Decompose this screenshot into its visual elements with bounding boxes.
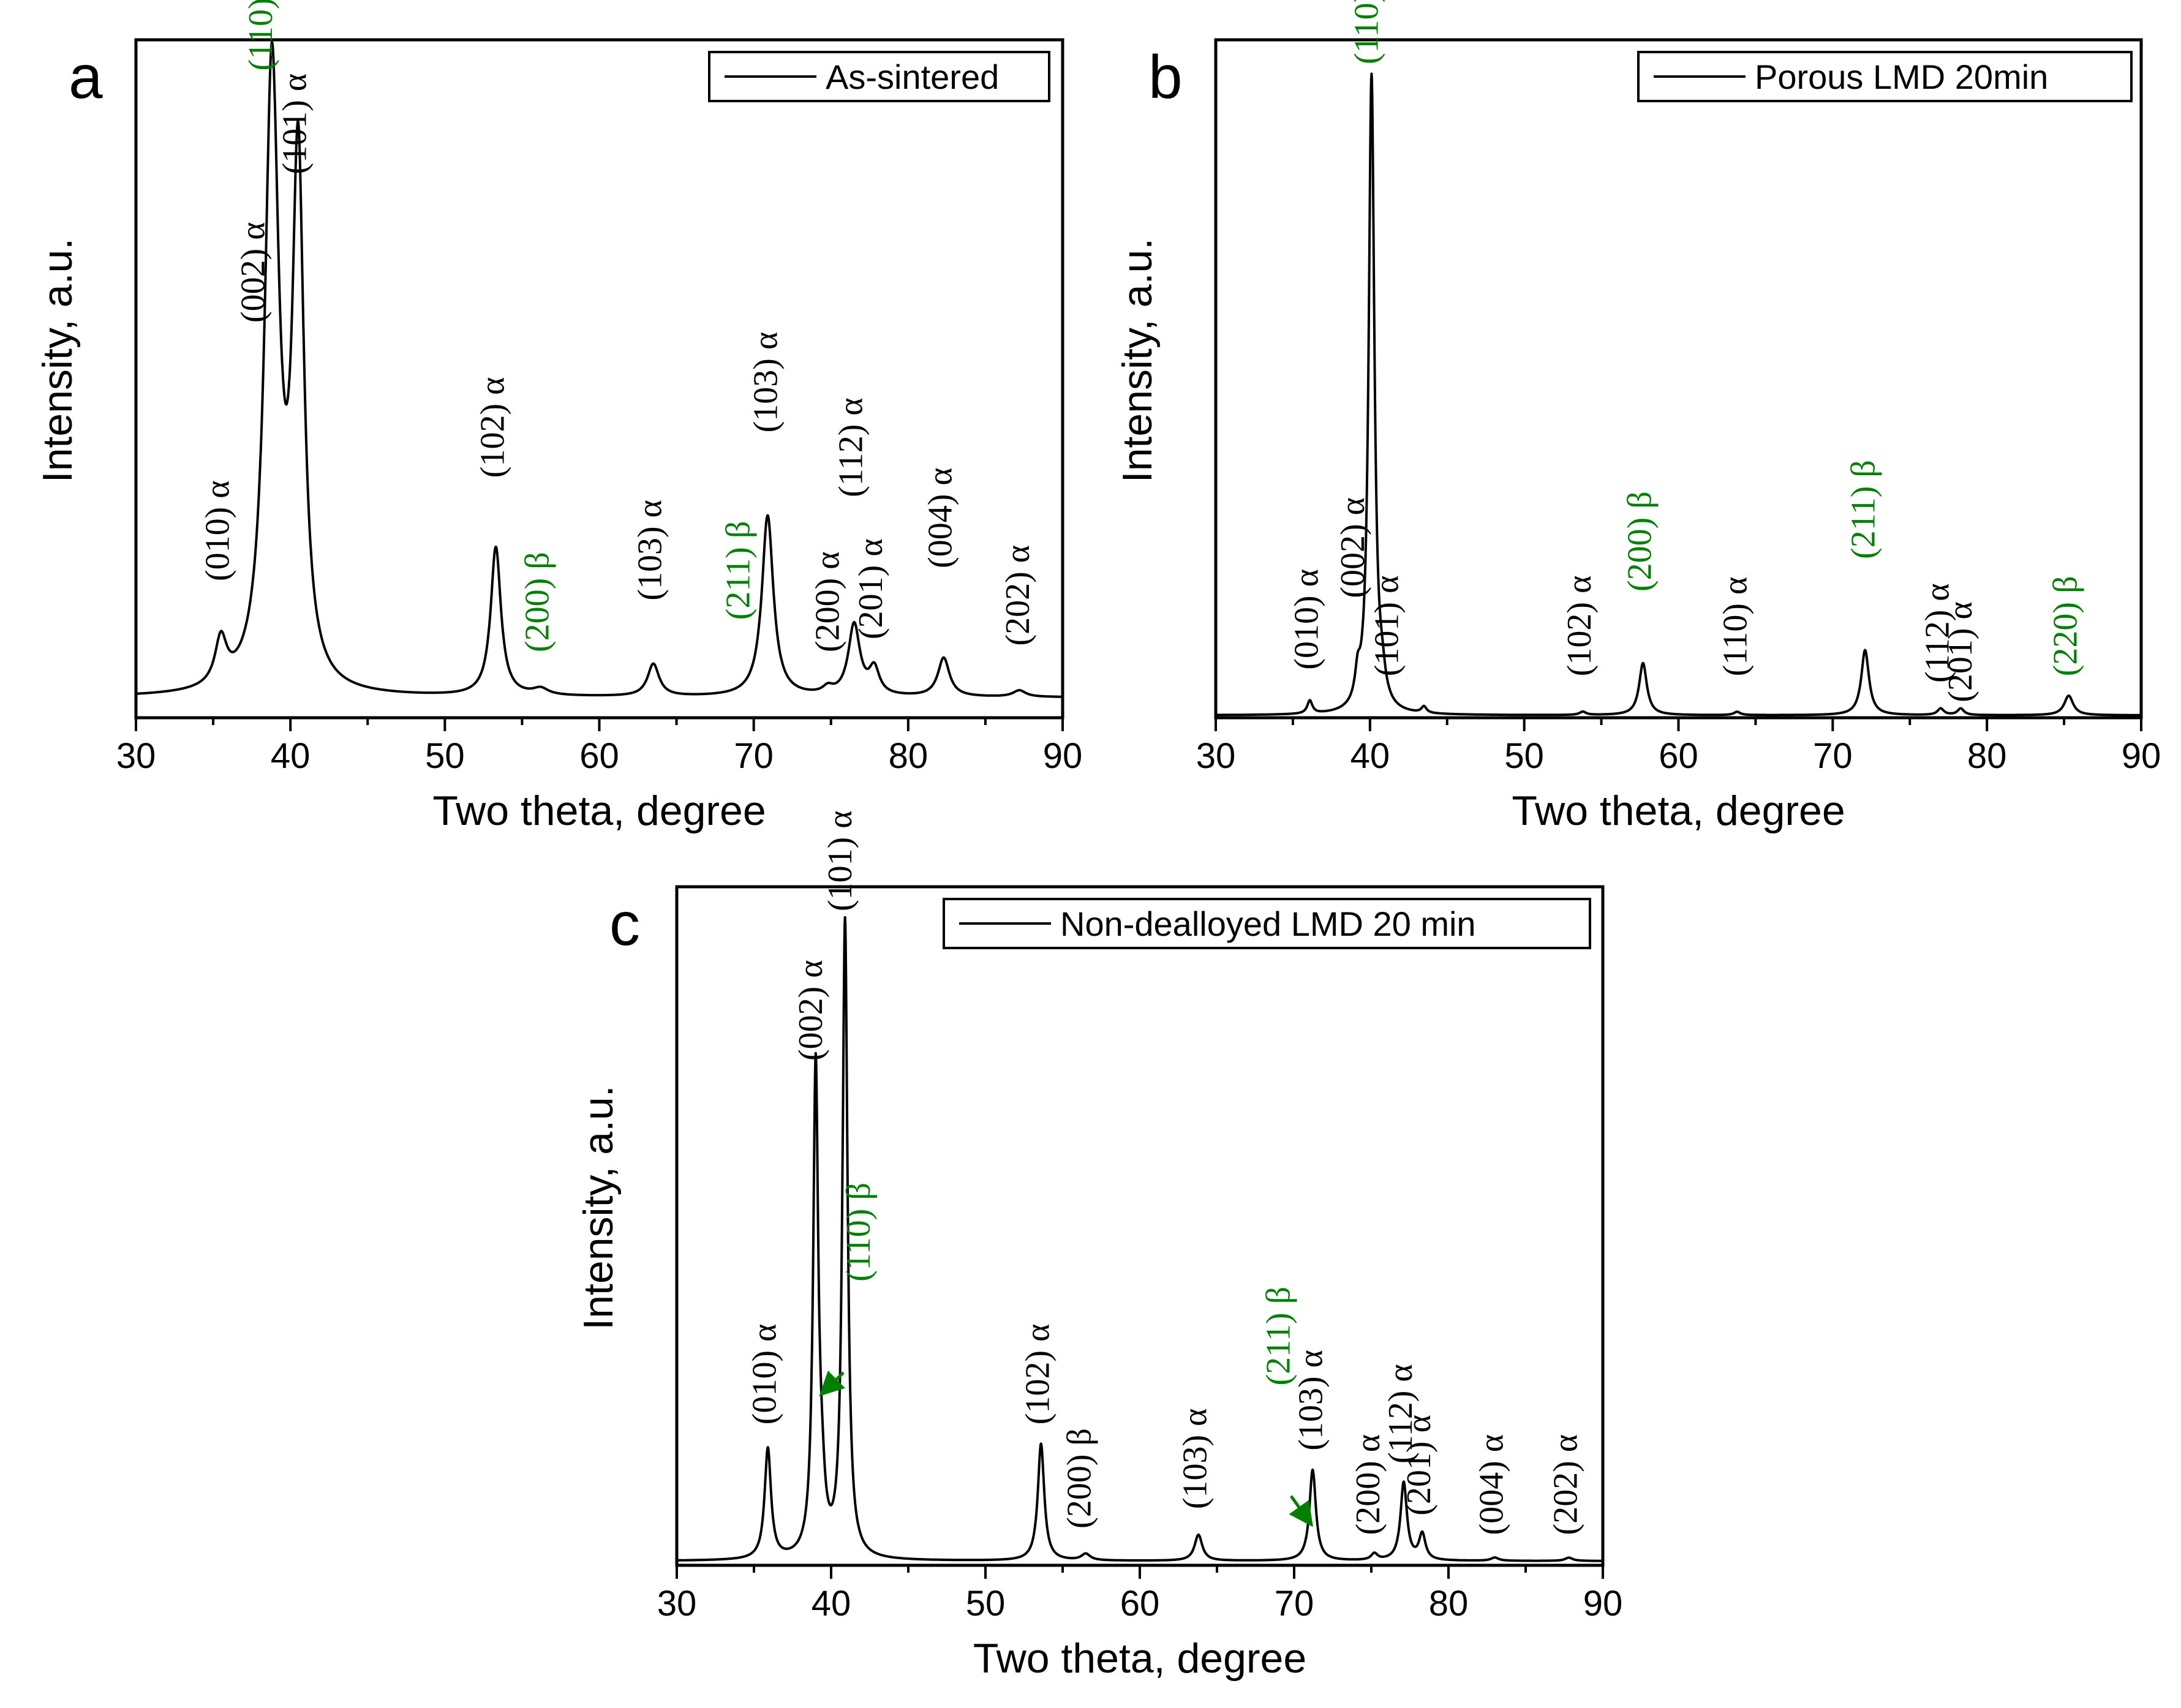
peak-annotation: (110) β	[840, 1183, 878, 1282]
x-tick-label: 60	[1659, 736, 1698, 776]
peak-annotation: (202) α	[999, 545, 1037, 646]
peak-annotation: (211) β	[1845, 460, 1883, 559]
x-tick-label: 90	[1583, 1584, 1623, 1623]
x-tick-label: 30	[1196, 736, 1236, 776]
legend-label: Porous LMD 20min	[1755, 58, 2048, 96]
peak-annotation: (002) α	[235, 222, 273, 323]
peak-annotation: (004) α	[1472, 1434, 1510, 1535]
x-tick-label: 40	[812, 1584, 851, 1623]
x-tick-label: 70	[734, 736, 774, 776]
peak-annotation: (112) α	[832, 397, 870, 497]
x-axis-title: Two theta, degree	[973, 1635, 1306, 1682]
peak-annotation: (110) β	[242, 0, 280, 71]
peak-annotation: (103) α	[1292, 1350, 1330, 1451]
plot-frame	[1214, 38, 2143, 720]
y-axis-title: Intensity, a.u.	[1114, 238, 1161, 483]
chart-panel-a: 30 40 50 60 70 80 90 Two theta, degree Intensity…	[34, 0, 1082, 834]
diffraction-pattern-line	[676, 916, 1604, 1562]
legend-label: Non-dealloyed LMD 20 min	[1060, 905, 1476, 943]
chart-panel-c: 30 40 50 60 70 80 90 Two theta, degree Intensity…	[575, 810, 1622, 1682]
x-tick-label: 50	[425, 736, 465, 776]
peak-annotation: (200) β	[1621, 491, 1659, 592]
peak-annotation: (103) α	[747, 332, 785, 433]
peak-annotation: (201) α	[1942, 601, 1979, 702]
peak-annotation: (201) α	[1400, 1415, 1438, 1516]
peak-annotation: (102) α	[1019, 1324, 1057, 1425]
peak-annotation: (200) β	[1061, 1428, 1099, 1529]
peak-annotation: (103) α	[1177, 1408, 1215, 1509]
peak-annotation: (103) α	[631, 500, 669, 601]
annotation-arrow	[1289, 1495, 1314, 1527]
x-tick-label: 70	[1275, 1584, 1314, 1623]
x-tick-label: 90	[2122, 736, 2161, 776]
x-tick-label: 50	[1504, 736, 1544, 776]
legend: As-sintered	[708, 51, 1050, 102]
chart-panel-b: 30 40 50 60 70 80 90 Two theta, degree Intensity…	[1114, 0, 2161, 834]
x-tick-label: 80	[1967, 736, 2007, 776]
x-tick-label: 30	[657, 1584, 697, 1623]
x-axis-title: Two theta, degree	[1512, 788, 1845, 834]
peak-annotation: (004) α	[922, 467, 960, 568]
legend-label: As-sintered	[826, 58, 999, 96]
diffraction-pattern-line	[1215, 72, 2142, 717]
peak-annotation: (112) α	[1918, 583, 1956, 683]
legend: Non-dealloyed LMD 20 min	[943, 898, 1591, 949]
x-tick-label: 80	[1429, 1584, 1469, 1623]
x-tick-label: 60	[1120, 1584, 1160, 1623]
peak-annotation: (010) α	[1287, 569, 1325, 670]
x-axis-title: Two theta, degree	[432, 788, 766, 834]
peak-annotation: (101) α	[1368, 576, 1406, 677]
peak-annotation: (102) α	[1561, 576, 1599, 677]
peak-annotation: (200) α	[809, 551, 847, 652]
panel-letter: b	[1148, 43, 1183, 111]
peak-annotation: (220) β	[2046, 576, 2084, 676]
peak-annotation: (101) α	[821, 810, 859, 911]
peak-annotation: (200) α	[1349, 1434, 1387, 1535]
peak-annotation: (200) β	[519, 552, 557, 652]
x-tick-label: 80	[889, 736, 929, 776]
x-tick-label: 40	[1350, 736, 1390, 776]
peak-annotation: (101) α	[276, 73, 314, 175]
peak-annotation: (110) α	[1717, 577, 1755, 677]
peak-annotation: (211) β	[1260, 1287, 1298, 1386]
peak-annotation: (110) β	[1348, 0, 1386, 64]
legend-box	[943, 898, 1591, 949]
x-tick-label: 90	[1043, 736, 1083, 776]
diffraction-pattern-line	[135, 41, 1064, 698]
peak-annotation: (102) α	[473, 377, 511, 478]
peak-annotation: (010) α	[746, 1324, 784, 1425]
legend: Porous LMD 20min	[1637, 51, 2133, 102]
peak-annotation: (002) α	[792, 960, 830, 1061]
x-tick-label: 60	[579, 736, 619, 776]
x-tick-label: 70	[1813, 736, 1853, 776]
panel-letter: a	[69, 43, 103, 111]
peak-annotation: (002) α	[1334, 497, 1372, 598]
peak-annotation: (211) β	[719, 521, 757, 620]
x-tick-label: 40	[271, 736, 311, 776]
y-axis-title: Intensity, a.u.	[34, 238, 81, 483]
peak-annotation: (010) α	[199, 480, 237, 581]
annotation-arrow	[819, 1370, 845, 1397]
x-tick-label: 30	[116, 736, 156, 776]
peak-annotation: (112) α	[1382, 1364, 1420, 1464]
x-tick-label: 50	[966, 1584, 1006, 1623]
peak-annotation: (202) α	[1546, 1434, 1584, 1535]
peak-annotation: (201) α	[852, 538, 890, 639]
y-axis-title: Intensity, a.u.	[575, 1085, 622, 1330]
panel-letter: c	[609, 890, 640, 958]
